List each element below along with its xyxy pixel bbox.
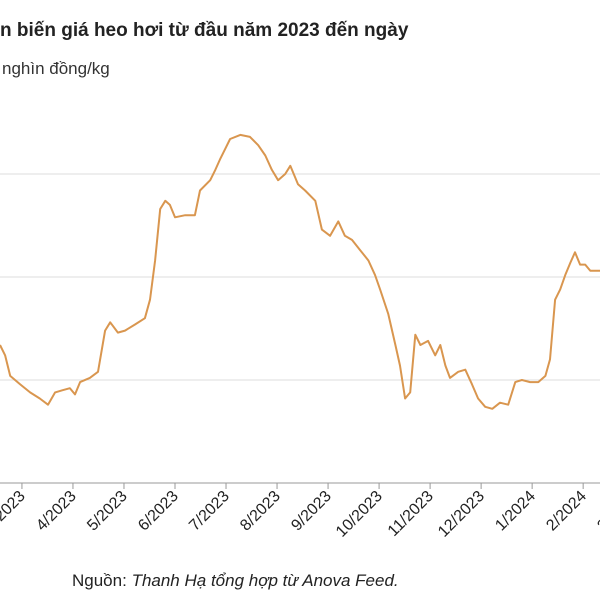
x-tick-label: 2/2024 [543,488,590,535]
price-line [0,133,600,410]
source-prefix: Nguồn: [72,571,127,590]
chart-title: n biến giá heo hơi từ đầu năm 2023 đến n… [0,20,409,41]
x-tick-label: 9/2023 [288,488,335,535]
x-tick-label: 8/2023 [237,488,284,535]
source-text: Thanh Hạ tổng hợp từ Anova Feed. [132,571,399,590]
x-tick-label: 10/2023 [333,488,386,541]
x-tick-label: 11/2023 [385,488,437,540]
x-tick-label: 1/2024 [492,488,539,535]
x-tick-label: 12/2023 [435,488,488,541]
source-note: Nguồn: Thanh Hạ tổng hợp từ Anova Feed. [72,571,399,590]
x-tick-label: 7/2023 [186,488,233,535]
x-tick-label: 3/2023 [0,488,29,535]
x-tick-label: 4/2023 [33,488,80,535]
x-tick-label: 3/2024 [594,488,600,535]
x-tick-label: 5/2023 [84,488,131,535]
x-tick-label: 6/2023 [135,488,182,535]
y-axis-label: nghìn đồng/kg [2,59,110,78]
